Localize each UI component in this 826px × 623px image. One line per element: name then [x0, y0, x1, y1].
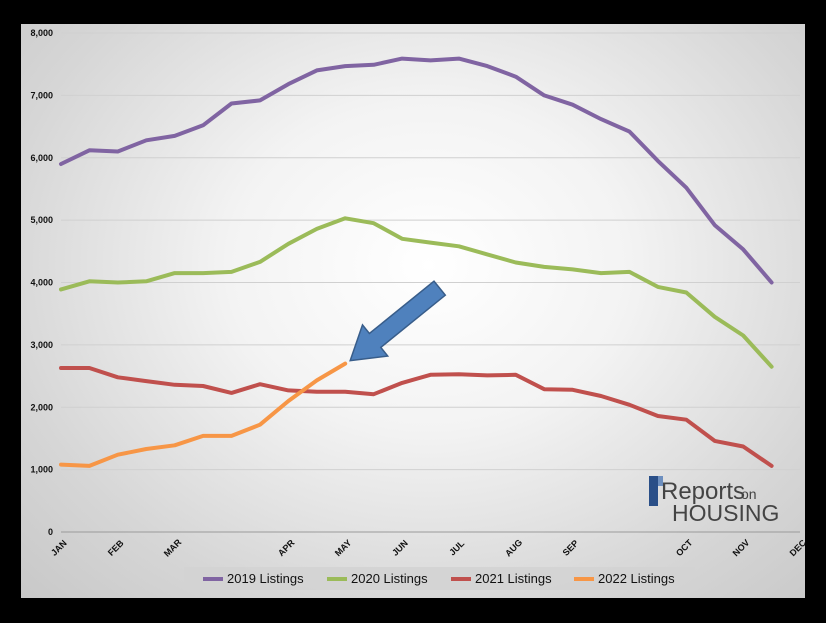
legend-label: 2021 Listings — [475, 571, 552, 586]
series-lines — [59, 56, 774, 468]
y-tick-label: 0 — [48, 527, 53, 537]
legend-label: 2020 Listings — [351, 571, 428, 586]
x-tick-label: SEP — [561, 538, 581, 558]
y-tick-label: 4,000 — [30, 278, 53, 288]
y-tick-label: 1,000 — [30, 465, 53, 475]
series-line-2021 — [59, 366, 774, 468]
gridlines — [61, 32, 800, 533]
x-tick-label: AUG — [503, 537, 524, 558]
logo-on-text: on — [741, 486, 757, 502]
legend: 2019 Listings 2020 Listings 2021 Listings 2… — [184, 567, 695, 590]
x-tick-label: NOV — [731, 537, 752, 558]
x-tick-label: JUN — [390, 538, 410, 558]
x-tick-label: MAY — [333, 538, 354, 559]
x-tick-label: FEB — [106, 538, 126, 558]
x-tick-label: JAN — [49, 538, 69, 558]
y-axis-ticks: 0 1,000 2,000 3,000 4,000 5,000 6,000 7,000 8,00… — [30, 28, 53, 537]
x-axis-ticks: JAN FEB MAR APR MAY JUN JUL AUG SEP OCT NOV DEC — [49, 537, 805, 559]
x-tick-label: JUL — [447, 538, 466, 557]
x-tick-label: DEC — [788, 537, 805, 558]
line-chart: 0 1,000 2,000 3,000 4,000 5,000 6,000 7,000 8,00… — [30, 28, 805, 590]
legend-label: 2019 Listings — [227, 571, 304, 586]
annotation-arrow — [349, 280, 447, 362]
logo-housing-text: HOUSING — [672, 500, 779, 526]
x-tick-label: APR — [276, 537, 297, 558]
y-tick-label: 7,000 — [30, 90, 53, 100]
legend-label: 2022 Listings — [598, 571, 675, 586]
x-tick-label: OCT — [674, 537, 695, 558]
series-line-2020 — [59, 216, 774, 369]
series-line-2019 — [59, 56, 774, 285]
y-tick-label: 2,000 — [30, 402, 53, 412]
annotation-arrow-shape — [349, 280, 447, 362]
x-tick-label: MAR — [162, 537, 184, 559]
legend-box — [184, 567, 695, 590]
logo-reports-text: Reports — [661, 478, 745, 505]
y-tick-label: 5,000 — [30, 215, 53, 225]
logo-mark-icon — [649, 476, 658, 506]
y-tick-label: 6,000 — [30, 153, 53, 163]
series-line-2022 — [59, 361, 348, 468]
y-tick-label: 3,000 — [30, 340, 53, 350]
y-tick-label: 8,000 — [30, 28, 53, 38]
logo-mark-accent-icon — [658, 476, 663, 486]
chart-panel: 0 1,000 2,000 3,000 4,000 5,000 6,000 7,000 8,00… — [21, 24, 805, 598]
